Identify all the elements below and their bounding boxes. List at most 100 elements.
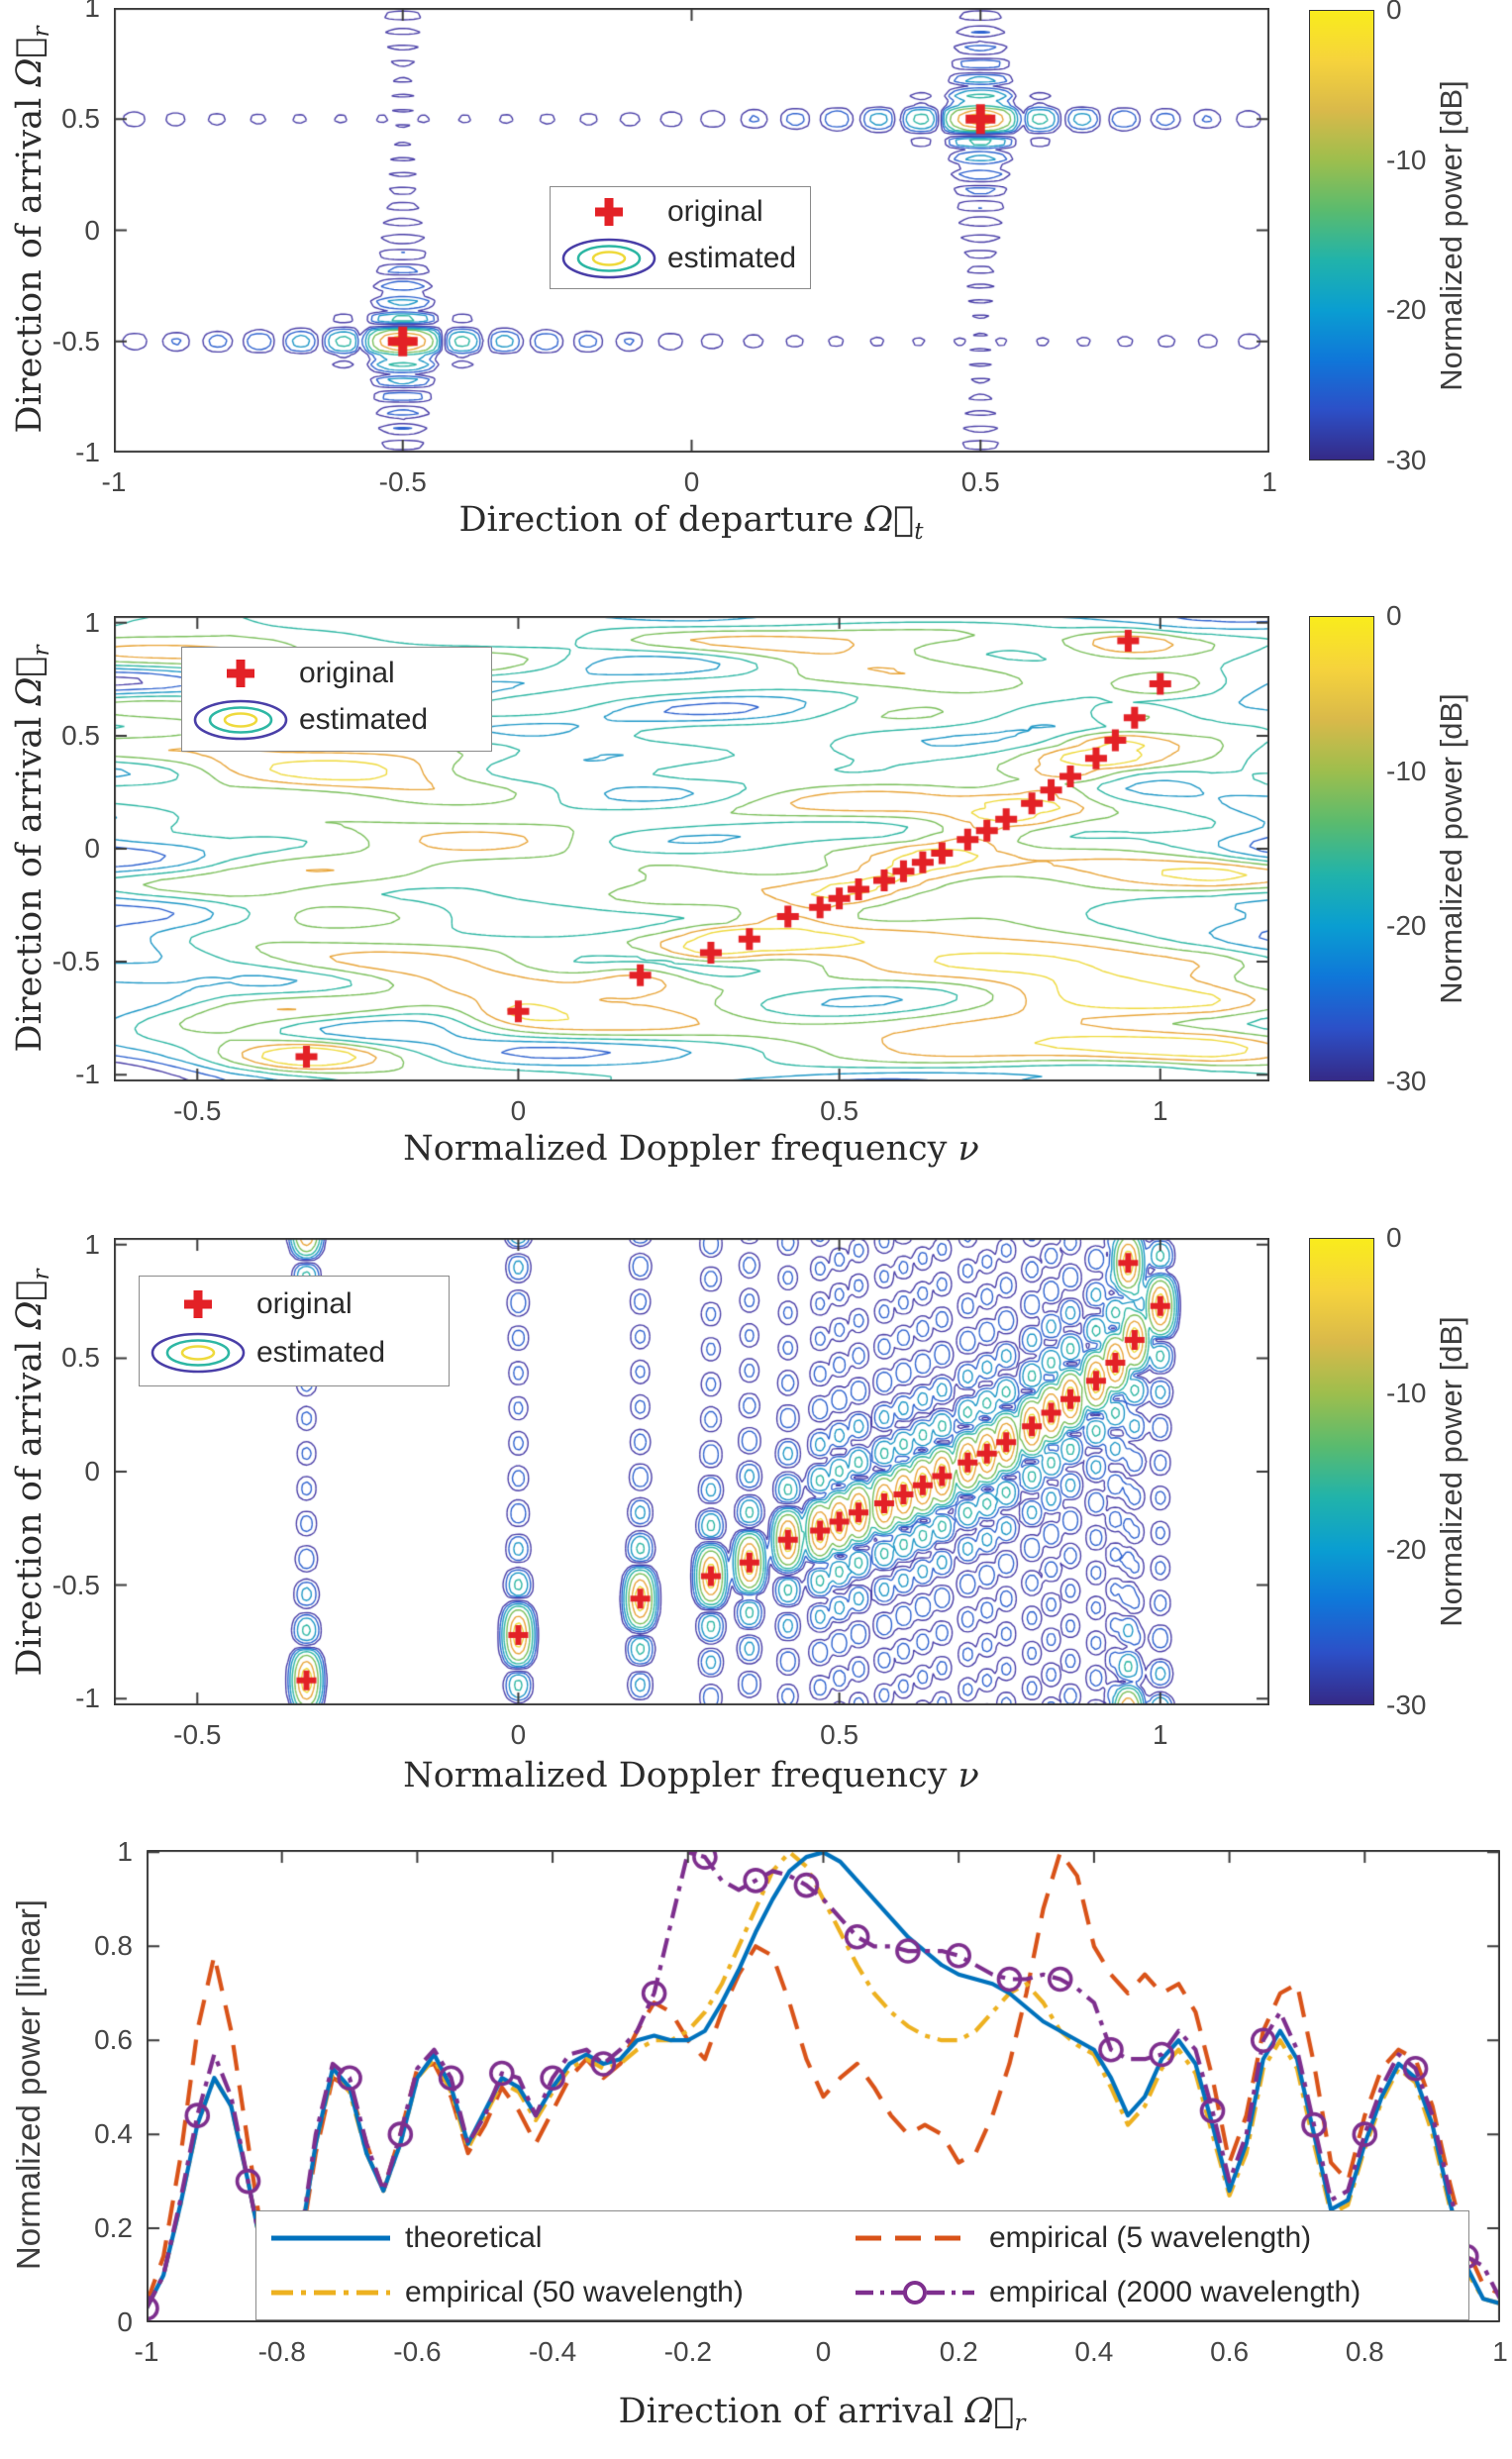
colorbar-tick-label: -20 [1386, 1533, 1427, 1565]
x-tick-label: -0.5 [378, 466, 427, 497]
x-tick-label: 0.5 [960, 466, 1000, 497]
y-tick-label: 0 [84, 214, 100, 246]
p2-colorbar-label: Normalized power [dB] [1434, 693, 1468, 1004]
colorbar-tick-label: -30 [1386, 1690, 1427, 1720]
y-tick-label: 0 [84, 1456, 100, 1486]
y-tick-label: 1 [84, 606, 100, 638]
estimated-contour-icon [182, 698, 299, 742]
x-tick-label: 0 [683, 466, 700, 497]
legend-row-original: original [551, 195, 810, 229]
legend-label-original: original [256, 1286, 353, 1320]
legend-label-original: original [299, 656, 395, 689]
p4-xlabel-text: Direction of arrival [618, 2392, 965, 2431]
empirical-2000-line-sample [841, 2278, 989, 2307]
omega-symbol: Ω⃗ [10, 1280, 50, 1330]
x-tick-label: 0.4 [1074, 2336, 1114, 2367]
colorbar-tick-label: 0 [1386, 1222, 1402, 1253]
omega-symbol: Ω⃗ [10, 37, 50, 87]
y-tick-label: 0.5 [61, 719, 100, 751]
estimated-contour-icon [140, 1331, 256, 1375]
y-tick-label: -0.5 [51, 946, 100, 977]
x-tick-label: -0.5 [173, 1719, 222, 1750]
p4-y-axis-label: Normalized power [linear] [10, 1788, 57, 2382]
x-tick-label: 1 [1152, 1719, 1168, 1750]
x-tick-label: -0.5 [173, 1095, 222, 1126]
legend-label-estimated: estimated [667, 242, 797, 274]
legend-label-estimated: estimated [256, 1336, 386, 1370]
p4-legend: theoretical empirical (5 wavelength) emp… [255, 2210, 1469, 2320]
colorbar-tick-label: 0 [1386, 0, 1402, 25]
legend-row-original: original [140, 1287, 449, 1321]
legend-label-theoretical: theoretical [405, 2221, 543, 2255]
x-tick-label: -1 [101, 466, 127, 497]
y-tick-label: 0.8 [94, 1930, 133, 1962]
y-tick-label: -0.5 [51, 1569, 100, 1600]
original-cross-icon [182, 657, 299, 690]
p3-x-axis-label: Normalized Doppler frequency ν [295, 1756, 1087, 1803]
y-tick-label: 1 [84, 1228, 100, 1260]
colorbar-tick-label: -10 [1386, 1378, 1427, 1409]
p4-x-axis-label: Direction of arrival Ω⃗r [426, 2392, 1218, 2439]
p3-xlabel-text: Normalized Doppler frequency [403, 1756, 958, 1795]
legend-label-estimated: estimated [299, 703, 429, 737]
p1-colorbar [1309, 10, 1374, 461]
subscript-r: r [1014, 2410, 1026, 2436]
original-cross-icon [140, 1287, 256, 1321]
y-tick-label: -1 [75, 1059, 100, 1090]
subscript-r: r [29, 26, 54, 38]
legend-row-original: original [182, 657, 491, 690]
y-tick-label: 1 [84, 0, 100, 23]
colorbar-tick-label: -20 [1386, 910, 1427, 942]
p3-legend: original estimated [139, 1276, 450, 1386]
y-tick-label: -1 [75, 437, 100, 467]
x-tick-label: 0 [815, 2336, 832, 2367]
x-tick-label: 0 [510, 1095, 527, 1126]
legend-row-estimated: estimated [140, 1331, 449, 1375]
legend-row-estimated: estimated [182, 698, 491, 742]
x-tick-label: -1 [134, 2336, 159, 2367]
legend-label-empirical-2000: empirical (2000 wavelength) [989, 2275, 1361, 2308]
p1-legend: original estimated [550, 186, 811, 289]
colorbar-tick-label: -30 [1386, 1066, 1427, 1096]
legend-label-original: original [667, 195, 763, 228]
original-cross-icon [551, 195, 667, 229]
empirical-50-line-sample [256, 2288, 405, 2298]
colorbar-tick-label: 0 [1386, 600, 1402, 631]
p2-x-axis-label: Normalized Doppler frequency ν [295, 1129, 1087, 1177]
legend-row-estimated: estimated [551, 237, 810, 280]
p1-x-axis-label: Direction of departure Ω⃗t [295, 500, 1087, 548]
colorbar-tick-label: -10 [1386, 755, 1427, 786]
omega-symbol: Ω⃗ [864, 500, 915, 540]
legend-label-empirical-5: empirical (5 wavelength) [989, 2221, 1312, 2255]
x-tick-label: -0.6 [393, 2336, 442, 2367]
legend-item-empirical-2000: empirical (2000 wavelength) [841, 2276, 1468, 2309]
p1-ylabel-text: Direction of arrival [10, 86, 50, 434]
p1-xlabel-text: Direction of departure [458, 500, 865, 540]
x-tick-label: -0.8 [257, 2336, 306, 2367]
estimated-contour-icon [551, 237, 667, 280]
omega-symbol: Ω⃗ [964, 2392, 1015, 2431]
empirical-5-line-sample [841, 2233, 989, 2243]
nu-symbol: ν [958, 1756, 979, 1795]
x-tick-label: 0.5 [820, 1095, 859, 1126]
y-tick-label: -1 [75, 1683, 100, 1714]
x-tick-label: -0.2 [663, 2336, 712, 2367]
y-tick-label: 0.5 [61, 1342, 100, 1374]
y-tick-label: -0.5 [51, 325, 100, 357]
y-tick-label: 0.5 [61, 103, 100, 135]
x-tick-label: 1 [1261, 466, 1277, 497]
nu-symbol: ν [958, 1129, 979, 1169]
y-tick-label: 0 [117, 2306, 133, 2337]
x-tick-label: 0.5 [820, 1719, 859, 1750]
colorbar-tick-label: -10 [1386, 144, 1427, 175]
y-tick-label: 0 [84, 833, 100, 864]
colorbar-tick-label: -30 [1386, 445, 1427, 475]
x-tick-label: 0.2 [939, 2336, 978, 2367]
subscript-t: t [914, 519, 924, 545]
legend-label-empirical-50: empirical (50 wavelength) [405, 2275, 744, 2308]
p4-ylabel-text: Normalized power [linear] [10, 1898, 47, 2271]
colorbar-tick-label: -20 [1386, 294, 1427, 326]
legend-item-empirical-50: empirical (50 wavelength) [256, 2276, 841, 2309]
p2-colorbar [1309, 616, 1374, 1081]
